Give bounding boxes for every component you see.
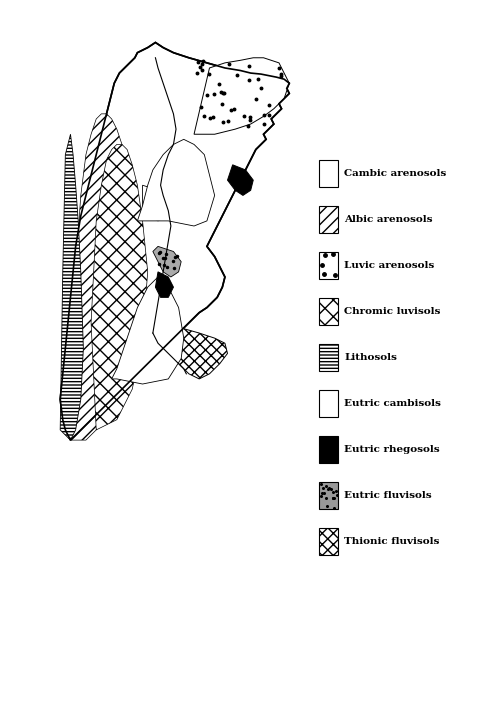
Text: Albic arenosols: Albic arenosols bbox=[344, 215, 433, 224]
Bar bbox=[319, 252, 338, 279]
Bar bbox=[319, 160, 338, 187]
Polygon shape bbox=[143, 185, 173, 221]
Polygon shape bbox=[228, 165, 253, 195]
Polygon shape bbox=[138, 139, 215, 226]
Text: Cambic arenosols: Cambic arenosols bbox=[344, 169, 446, 178]
Polygon shape bbox=[194, 58, 289, 135]
Text: Lithosols: Lithosols bbox=[344, 353, 397, 362]
Bar bbox=[319, 298, 338, 325]
Bar bbox=[319, 482, 338, 509]
Text: Eutric fluvisols: Eutric fluvisols bbox=[344, 491, 432, 500]
Polygon shape bbox=[60, 135, 83, 440]
Text: Thionic fluvisols: Thionic fluvisols bbox=[344, 537, 440, 546]
Polygon shape bbox=[70, 114, 138, 440]
Text: Eutric cambisols: Eutric cambisols bbox=[344, 399, 441, 408]
Polygon shape bbox=[60, 42, 289, 440]
Bar bbox=[319, 390, 338, 417]
Bar bbox=[319, 344, 338, 371]
Polygon shape bbox=[153, 246, 181, 277]
Bar bbox=[319, 528, 338, 555]
Polygon shape bbox=[155, 272, 173, 297]
Bar bbox=[319, 206, 338, 233]
Polygon shape bbox=[91, 144, 148, 430]
Polygon shape bbox=[112, 277, 184, 384]
Text: Eutric rhegosols: Eutric rhegosols bbox=[344, 445, 440, 454]
Bar bbox=[319, 436, 338, 463]
Polygon shape bbox=[173, 328, 228, 379]
Text: Chromic luvisols: Chromic luvisols bbox=[344, 307, 441, 316]
Text: Luvic arenosols: Luvic arenosols bbox=[344, 261, 434, 270]
